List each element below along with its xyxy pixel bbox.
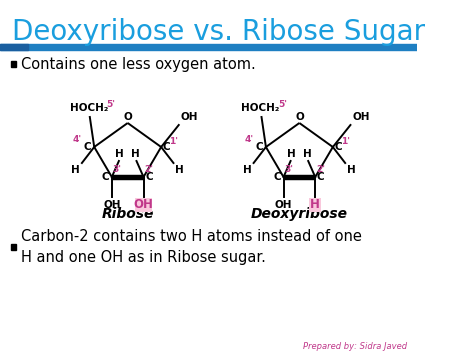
Text: O: O <box>295 112 304 122</box>
Text: H: H <box>72 165 80 175</box>
Text: Ribose: Ribose <box>101 207 154 221</box>
FancyBboxPatch shape <box>309 198 321 212</box>
Text: C: C <box>101 172 109 182</box>
Text: OH: OH <box>275 200 292 210</box>
FancyBboxPatch shape <box>135 198 152 212</box>
Text: 1': 1' <box>341 137 350 146</box>
Text: Deoxyribose: Deoxyribose <box>251 207 348 221</box>
Text: 3': 3' <box>284 164 293 174</box>
Text: HOCH₂: HOCH₂ <box>70 103 108 113</box>
Text: C: C <box>146 172 153 182</box>
Text: C: C <box>163 142 171 152</box>
Text: OH: OH <box>134 198 154 212</box>
Text: H: H <box>310 198 320 212</box>
Text: H: H <box>243 165 252 175</box>
Text: C: C <box>317 172 325 182</box>
Text: Deoxyribose vs. Ribose Sugar: Deoxyribose vs. Ribose Sugar <box>12 18 426 46</box>
Text: H: H <box>115 149 124 159</box>
Bar <box>0 44 418 50</box>
Bar <box>10 244 16 250</box>
Text: H: H <box>347 165 356 175</box>
Text: H: H <box>287 149 296 159</box>
Text: C: C <box>84 142 91 152</box>
Text: Carbon-2 contains two H atoms instead of one
H and one OH as in Ribose sugar.: Carbon-2 contains two H atoms instead of… <box>21 229 362 265</box>
Text: OH: OH <box>352 112 370 122</box>
Text: O: O <box>123 112 132 122</box>
Text: 3': 3' <box>113 164 122 174</box>
Text: 5': 5' <box>278 100 287 109</box>
Text: C: C <box>273 172 281 182</box>
Text: 4': 4' <box>245 136 254 144</box>
Text: C: C <box>335 142 342 152</box>
Text: 2': 2' <box>145 164 154 174</box>
Text: Prepared by: Sidra Javed: Prepared by: Sidra Javed <box>303 342 407 351</box>
Text: 5': 5' <box>107 100 116 109</box>
Text: H: H <box>131 149 140 159</box>
Text: 4': 4' <box>73 136 82 144</box>
Text: OH: OH <box>103 200 120 210</box>
Bar <box>10 61 16 67</box>
Text: H: H <box>175 165 184 175</box>
Text: H: H <box>303 149 312 159</box>
Text: 1': 1' <box>169 137 178 146</box>
Text: 2': 2' <box>316 164 325 174</box>
Text: OH: OH <box>181 112 198 122</box>
Text: Contains one less oxygen atom.: Contains one less oxygen atom. <box>21 56 256 71</box>
Bar <box>0 44 28 50</box>
Text: C: C <box>255 142 263 152</box>
Text: HOCH₂: HOCH₂ <box>241 103 280 113</box>
